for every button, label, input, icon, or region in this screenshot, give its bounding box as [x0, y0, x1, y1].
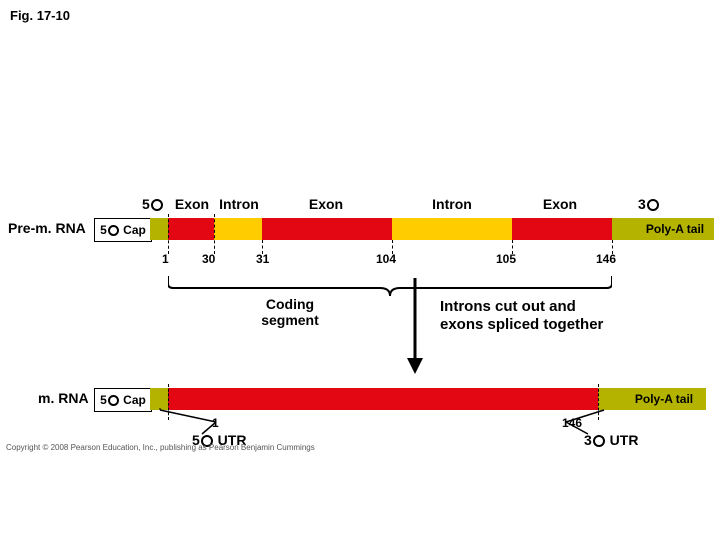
mrna-row-label: m. RNA	[38, 390, 89, 406]
pre-exon2-seg	[262, 218, 392, 240]
tick-30: 30	[202, 252, 215, 266]
intron2-label: Intron	[422, 196, 482, 212]
mrna-polya: Poly-A tail	[622, 388, 706, 410]
pre-utr5-seg	[150, 218, 168, 240]
splice-description: Introns cut out andexons spliced togethe…	[440, 298, 603, 334]
pre-exon3-seg	[512, 218, 612, 240]
splice-arrow-icon	[405, 278, 425, 374]
tick-104: 104	[376, 252, 396, 266]
pre-mrna-row-label: Pre-m. RNA	[8, 220, 86, 236]
utr5-pointer	[150, 408, 240, 438]
dash-30	[214, 214, 215, 254]
pre-intron1-seg	[214, 218, 262, 240]
tick-1: 1	[162, 252, 169, 266]
mrna-cap-box: 5 Cap	[94, 388, 152, 412]
utr3-pointer	[560, 408, 640, 438]
figure-label: Fig. 17-10	[10, 8, 70, 23]
pre-mrna-bar	[150, 218, 636, 240]
mrna-exon-seg	[168, 388, 598, 410]
pre-mrna-cap-box: 5 Cap	[94, 218, 152, 242]
intron1-label: Intron	[215, 196, 263, 212]
tick-146: 146	[596, 252, 616, 266]
pre-utr3-seg	[612, 218, 636, 240]
pre-intron2-seg	[392, 218, 512, 240]
five-prime-label: 5	[142, 196, 164, 212]
mrna-bar	[150, 388, 622, 410]
three-prime-label: 3	[638, 196, 660, 212]
coding-seg-label: Codingsegment	[250, 296, 330, 328]
tick-31: 31	[256, 252, 269, 266]
pre-mrna-polya: Poly-A tail	[636, 218, 714, 240]
copyright-text: Copyright © 2008 Pearson Education, Inc.…	[6, 443, 315, 452]
dash-1	[168, 214, 169, 254]
tick-105: 105	[496, 252, 516, 266]
mrna-utr5-seg	[150, 388, 168, 410]
pre-exon1-seg	[168, 218, 214, 240]
exon3-label: Exon	[535, 196, 585, 212]
mrna-utr3-seg	[598, 388, 622, 410]
exon2-label: Exon	[296, 196, 356, 212]
exon1-label: Exon	[170, 196, 214, 212]
